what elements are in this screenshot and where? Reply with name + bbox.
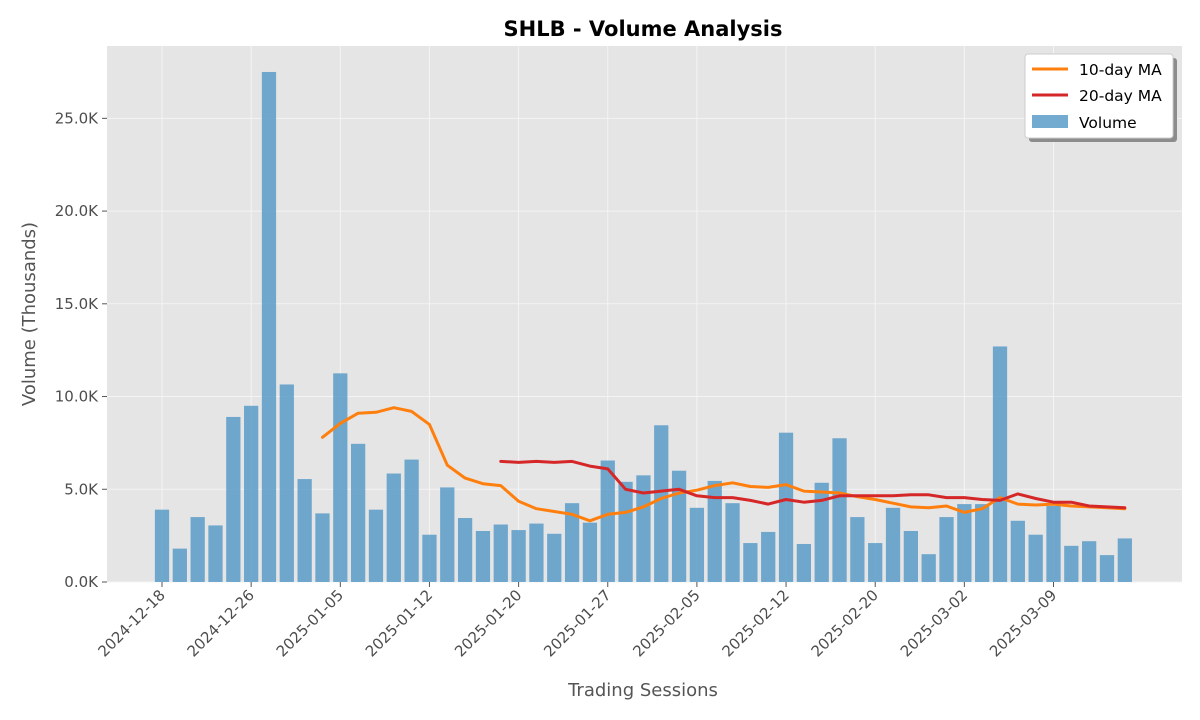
- volume-bar: [386, 473, 401, 582]
- volume-bar: [796, 543, 812, 582]
- volume-bar: [1082, 541, 1097, 582]
- volume-bar: [725, 503, 740, 582]
- volume-bar: [743, 543, 758, 582]
- volume-bar: [564, 503, 580, 582]
- volume-bar: [582, 522, 598, 582]
- volume-bar: [529, 523, 544, 582]
- volume-bar: [333, 373, 348, 582]
- volume-bar: [208, 525, 223, 582]
- volume-bar: [1117, 538, 1132, 582]
- chart-title: SHLB - Volume Analysis: [504, 17, 783, 41]
- volume-bar: [671, 470, 687, 582]
- volume-bar: [1010, 520, 1025, 582]
- legend-swatch-volume: [1032, 115, 1068, 128]
- volume-bar: [707, 480, 722, 582]
- volume-bar: [226, 416, 241, 582]
- volume-bar: [297, 479, 312, 582]
- y-tick-label: 20.0K: [55, 202, 99, 220]
- y-tick-label: 10.0K: [55, 388, 99, 406]
- volume-bar: [1099, 555, 1115, 582]
- volume-bar: [493, 524, 508, 582]
- volume-bar: [279, 384, 294, 582]
- volume-bar: [832, 438, 847, 582]
- volume-bar: [440, 487, 455, 582]
- volume-bar: [1028, 534, 1043, 582]
- x-tick-label: 2025-01-05: [273, 586, 347, 660]
- volume-bar: [422, 534, 437, 582]
- volume-bar: [975, 504, 990, 582]
- x-tick-label: 2025-02-20: [808, 586, 882, 660]
- volume-bar: [636, 475, 651, 582]
- volume-bar: [172, 548, 187, 582]
- volume-bars: [154, 71, 1132, 583]
- volume-bar: [654, 425, 669, 582]
- x-tick-label: 2025-02-05: [629, 586, 703, 660]
- x-tick-label: 2025-01-27: [540, 586, 614, 660]
- volume-bar: [850, 517, 865, 582]
- y-tick-label: 0.0K: [64, 573, 99, 591]
- volume-bar: [244, 405, 259, 582]
- volume-bar: [618, 481, 633, 582]
- volume-bar: [778, 432, 794, 582]
- volume-bar: [261, 71, 277, 583]
- volume-bar: [457, 518, 473, 582]
- legend-label-volume: Volume: [1079, 114, 1137, 132]
- y-tick-label: 5.0K: [64, 480, 99, 498]
- y-tick-label: 15.0K: [55, 295, 99, 313]
- y-tick-label: 25.0K: [55, 109, 99, 127]
- volume-bar: [689, 507, 705, 582]
- volume-bar: [190, 517, 205, 582]
- volume-bar: [350, 443, 366, 582]
- volume-bar: [814, 482, 829, 582]
- volume-bar: [761, 531, 776, 582]
- volume-bar: [868, 543, 883, 582]
- x-tick-label: 2025-02-12: [718, 586, 792, 660]
- ma20-line: [499, 459, 1127, 510]
- volume-bar: [1046, 505, 1061, 582]
- volume-bar: [404, 459, 419, 582]
- volume-bar: [511, 530, 526, 582]
- x-tick-label: 2024-12-18: [94, 586, 168, 660]
- x-tick-label: 2025-01-12: [362, 586, 436, 660]
- volume-bar: [315, 513, 330, 582]
- legend-label-ma20: 20-day MA: [1079, 87, 1162, 105]
- x-tick-label: 2025-03-02: [897, 586, 971, 660]
- y-axis-label: Volume (Thousands): [19, 222, 40, 406]
- volume-bar: [903, 530, 918, 582]
- volume-bar: [368, 509, 384, 582]
- volume-bar: [154, 509, 170, 582]
- volume-bar: [992, 346, 1008, 582]
- moving-average-lines: [321, 406, 1127, 523]
- x-tick-label: 2025-01-20: [451, 586, 525, 660]
- x-tick-label: 2025-03-09: [986, 586, 1060, 660]
- ma10-line: [321, 406, 1127, 523]
- x-tick-label: 2024-12-26: [184, 586, 258, 660]
- volume-bar: [921, 554, 936, 582]
- legend-label-ma10: 10-day MA: [1079, 61, 1162, 79]
- legend: 10-day MA 20-day MA Volume: [1024, 53, 1177, 142]
- volume-bar: [885, 507, 901, 582]
- volume-bar: [547, 533, 562, 582]
- volume-bar: [957, 504, 972, 582]
- volume-bar: [939, 517, 954, 582]
- volume-bar: [1064, 545, 1079, 582]
- volume-bar: [475, 530, 491, 582]
- volume-bar: [600, 460, 615, 582]
- x-axis-label: Trading Sessions: [567, 680, 718, 701]
